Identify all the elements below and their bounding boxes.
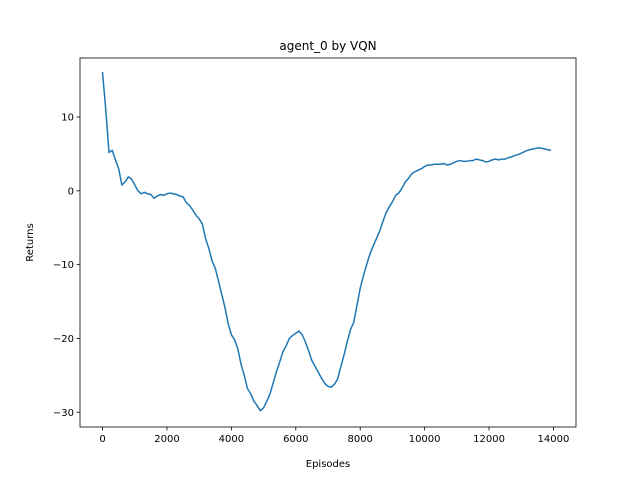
series-layer — [101, 71, 552, 412]
x-axis-ticks: 0 2000 4000 6000 8000 10000 12000 14000 — [99, 427, 569, 445]
y-tick-label: −30 — [53, 408, 74, 419]
x-tick-label: 14000 — [538, 434, 570, 445]
y-tick-label: −10 — [53, 260, 74, 271]
y-axis-label: Returns — [25, 223, 36, 261]
x-tick-label: 6000 — [283, 434, 308, 445]
plot-frame — [79, 57, 577, 428]
y-axis-ticks: −30 −20 −10 0 10 — [53, 113, 80, 419]
y-tick-label: −20 — [53, 334, 74, 345]
x-axis-label: Episodes — [306, 459, 350, 470]
x-tick-label: 0 — [99, 434, 105, 445]
x-tick-label: 2000 — [154, 434, 179, 445]
x-tick-label: 10000 — [409, 434, 441, 445]
series-line-agent_0 — [101, 71, 552, 412]
x-tick-label: 8000 — [347, 434, 372, 445]
x-tick-label: 4000 — [219, 434, 244, 445]
x-tick-label: 12000 — [473, 434, 505, 445]
plot-area-background — [80, 58, 576, 427]
chart-title: agent_0 by VQN — [279, 39, 376, 53]
y-tick-label: 10 — [61, 113, 74, 124]
y-tick-label: 0 — [68, 186, 74, 197]
